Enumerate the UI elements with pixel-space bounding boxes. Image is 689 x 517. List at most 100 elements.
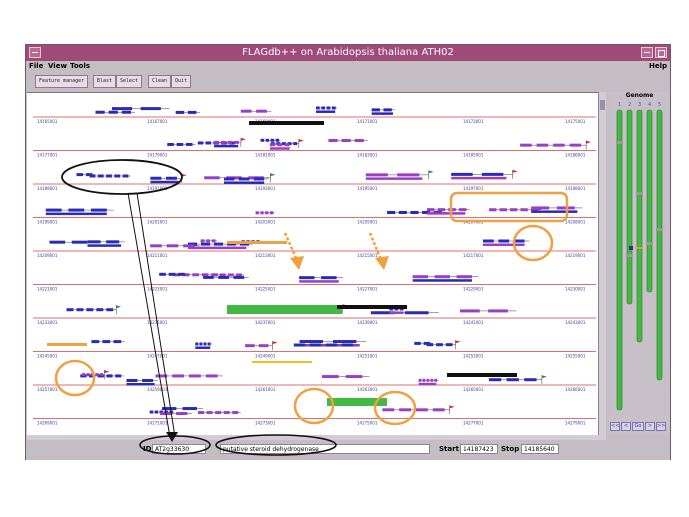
gene-transcript[interactable] <box>482 243 525 247</box>
gene-exon[interactable] <box>86 373 90 377</box>
gene-exon[interactable] <box>260 138 265 142</box>
gene-transcript[interactable] <box>315 110 336 113</box>
gene-exon[interactable] <box>108 110 118 114</box>
gene-exon[interactable] <box>211 239 216 243</box>
gene-exon[interactable] <box>183 244 195 248</box>
gene-exon[interactable] <box>200 239 205 243</box>
gene-exon[interactable] <box>215 411 222 415</box>
scrollbar-thumb[interactable] <box>600 100 605 110</box>
gene-exon[interactable] <box>205 141 212 145</box>
gene-exon[interactable] <box>482 239 494 243</box>
gene-exon[interactable] <box>185 142 193 146</box>
gene-exon[interactable] <box>245 344 255 348</box>
gene-exon[interactable] <box>489 208 497 212</box>
gene-exon[interactable] <box>506 378 519 382</box>
gene-exon[interactable] <box>371 108 380 112</box>
gene-exon[interactable] <box>265 211 269 215</box>
gene-exon[interactable] <box>102 340 111 344</box>
gene-exon[interactable] <box>199 342 203 346</box>
gene-exon[interactable] <box>498 239 510 243</box>
menu-help[interactable]: Help <box>648 62 667 70</box>
gene-exon[interactable] <box>387 210 396 214</box>
gene-exon[interactable] <box>456 275 472 279</box>
gene-exon[interactable] <box>192 273 199 277</box>
gene-exon[interactable] <box>150 176 162 180</box>
gene-transcript[interactable] <box>214 144 239 148</box>
gene-exon[interactable] <box>223 411 230 415</box>
gene-exon[interactable] <box>370 311 395 315</box>
gene-exon[interactable] <box>423 341 431 345</box>
gene-exon[interactable] <box>214 140 219 144</box>
gene-exon[interactable] <box>176 412 188 416</box>
gene-exon[interactable] <box>524 378 537 382</box>
gene-exon[interactable] <box>204 176 220 180</box>
gene-exon[interactable] <box>284 143 290 147</box>
gene-exon[interactable] <box>201 273 209 277</box>
gene-exon[interactable] <box>166 244 179 248</box>
gene-exon[interactable] <box>331 106 336 110</box>
select-button[interactable]: Select <box>116 75 143 88</box>
gene-exon[interactable] <box>172 374 185 378</box>
gene-feature-highlight[interactable] <box>337 305 407 309</box>
chromosome-2-bar[interactable] <box>626 109 633 305</box>
clean-button[interactable]: Clean <box>148 75 172 88</box>
gene-track-canvas[interactable]: 1416500114167001141690011417100114173001… <box>27 93 598 436</box>
gene-exon[interactable] <box>270 138 275 142</box>
gene-exon[interactable] <box>106 308 114 312</box>
gene-exon[interactable] <box>422 210 431 214</box>
gene-exon[interactable] <box>218 275 229 279</box>
gene-exon[interactable] <box>178 272 185 276</box>
gene-exon[interactable] <box>553 143 565 147</box>
gene-exon[interactable] <box>270 143 276 147</box>
nav-next-button[interactable]: > <box>645 422 655 431</box>
gene-exon[interactable] <box>256 109 267 113</box>
nav-prev-button[interactable]: < <box>621 422 631 431</box>
gene-exon[interactable] <box>416 408 428 412</box>
gene-exon[interactable] <box>114 174 121 178</box>
gene-exon[interactable] <box>499 208 507 212</box>
gene-exon[interactable] <box>481 172 504 176</box>
gene-exon[interactable] <box>269 211 274 215</box>
gene-exon[interactable] <box>86 308 94 312</box>
genome-map-view[interactable]: 1416500114167001141690011417100114173001… <box>27 92 598 436</box>
gene-exon[interactable] <box>162 407 177 411</box>
gene-exon[interactable] <box>410 210 419 214</box>
gene-exon[interactable] <box>234 140 239 144</box>
nav-go-button[interactable]: Go <box>632 422 644 431</box>
gene-exon[interactable] <box>436 343 443 347</box>
gene-exon[interactable] <box>71 240 88 244</box>
gene-exon[interactable] <box>239 242 250 246</box>
gene-exon[interactable] <box>536 143 549 147</box>
gene-exon[interactable] <box>434 378 438 382</box>
gene-exon[interactable] <box>49 240 66 244</box>
gene-exon[interactable] <box>426 378 430 382</box>
gene-transcript[interactable] <box>365 177 423 180</box>
gene-transcript[interactable] <box>426 212 466 215</box>
gene-exon[interactable] <box>90 208 107 212</box>
gene-feature-highlight[interactable] <box>227 241 287 244</box>
maximize-button[interactable] <box>655 47 667 58</box>
gene-exon[interactable] <box>106 374 113 378</box>
gene-exon[interactable] <box>122 174 129 178</box>
gene-exon[interactable] <box>513 239 525 243</box>
chromosome-1-bar[interactable] <box>616 109 623 411</box>
gene-transcript[interactable] <box>371 112 393 115</box>
gene-exon[interactable] <box>341 139 351 143</box>
gene-transcript[interactable] <box>195 346 211 349</box>
quit-button[interactable]: Quit <box>171 75 192 88</box>
gene-exon[interactable] <box>95 110 105 114</box>
gene-exon[interactable] <box>460 309 480 313</box>
gene-exon[interactable] <box>166 176 177 180</box>
gene-exon[interactable] <box>211 273 218 277</box>
gene-exon[interactable] <box>99 373 104 377</box>
gene-exon[interactable] <box>299 340 323 344</box>
gene-exon[interactable] <box>197 141 204 145</box>
gene-exon[interactable] <box>275 138 280 142</box>
gene-transcript[interactable] <box>126 382 155 386</box>
gene-exon[interactable] <box>68 208 85 212</box>
gene-transcript[interactable] <box>299 280 339 283</box>
gene-exon[interactable] <box>85 173 93 177</box>
gene-feature-highlight[interactable] <box>327 398 387 406</box>
gene-exon[interactable] <box>76 308 84 312</box>
gene-exon[interactable] <box>168 272 176 276</box>
